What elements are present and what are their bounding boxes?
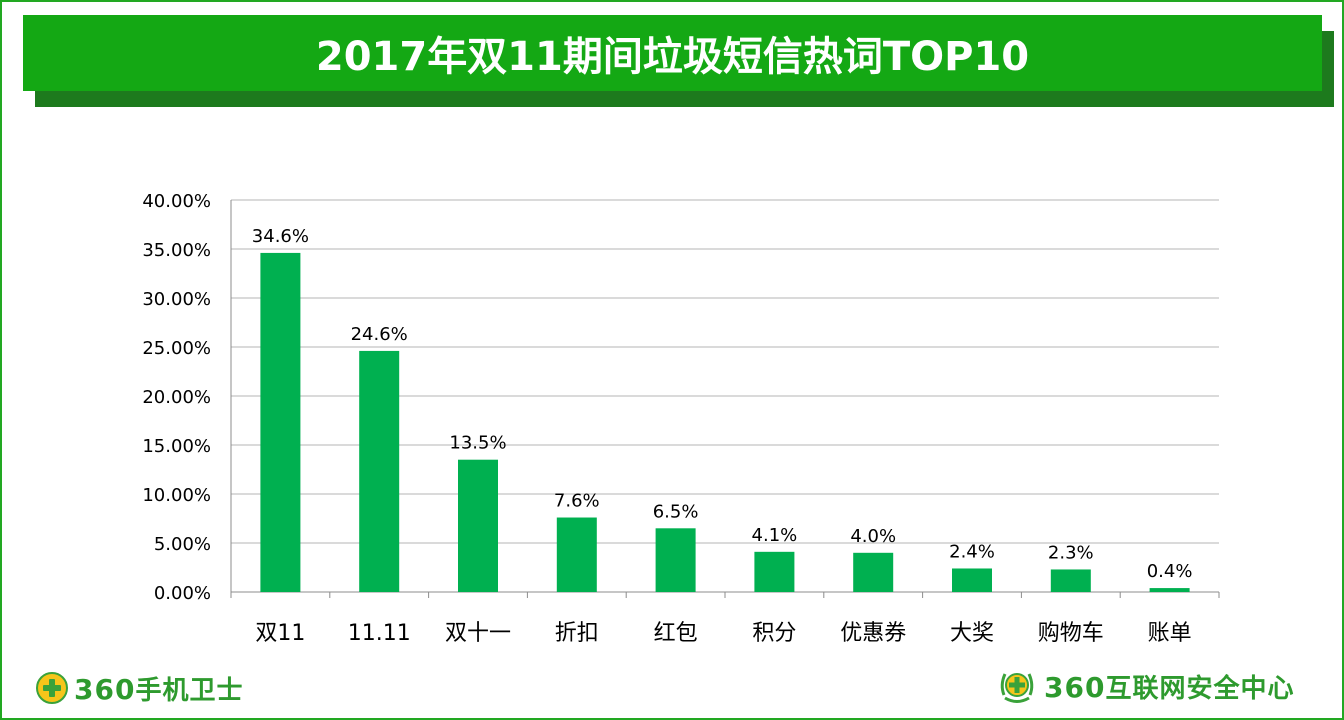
x-tick-label: 优惠券 bbox=[840, 621, 906, 646]
data-label: 7.6% bbox=[554, 491, 600, 512]
data-label: 6.5% bbox=[653, 501, 699, 522]
laurel-cross-icon bbox=[1000, 673, 1034, 703]
bar bbox=[556, 517, 597, 592]
title-bar: 2017年双11期间垃圾短信热词TOP10 bbox=[23, 15, 1322, 91]
logo-left-name: 手机卫士 bbox=[135, 675, 244, 706]
bar bbox=[359, 350, 400, 592]
bar bbox=[458, 459, 498, 592]
x-tick-label: 双11 bbox=[255, 621, 305, 646]
bar bbox=[260, 252, 301, 593]
x-tick-label: 双十一 bbox=[445, 621, 511, 646]
y-tick-label: 40.00% bbox=[142, 191, 211, 212]
y-tick-label: 15.00% bbox=[142, 436, 211, 457]
logo-360-mobile-guard: 360手机卫士 bbox=[36, 670, 243, 706]
data-label: 0.4% bbox=[1147, 561, 1193, 582]
data-label: 2.3% bbox=[1048, 542, 1094, 563]
guard-shield-icon bbox=[36, 672, 68, 704]
bar bbox=[655, 528, 696, 592]
data-label: 24.6% bbox=[351, 324, 408, 345]
bar bbox=[952, 568, 992, 592]
logo-360-security-center: 360互联网安全中心 bbox=[996, 664, 1294, 708]
data-label: 2.4% bbox=[949, 541, 995, 562]
y-tick-label: 0.00% bbox=[154, 583, 211, 604]
y-tick-label: 10.00% bbox=[142, 485, 211, 506]
logo-right-name: 互联网安全中心 bbox=[1105, 673, 1295, 704]
data-label: 4.1% bbox=[752, 525, 798, 546]
bar bbox=[853, 552, 894, 592]
logo-right-number: 360 bbox=[1044, 670, 1106, 704]
logo-left-number: 360 bbox=[74, 672, 136, 706]
data-label: 13.5% bbox=[449, 433, 506, 454]
x-tick-label: 11.11 bbox=[348, 621, 411, 646]
x-tick-label: 红包 bbox=[654, 621, 698, 646]
x-tick-label: 大奖 bbox=[950, 621, 994, 646]
y-tick-label: 5.00% bbox=[154, 534, 211, 555]
bar bbox=[1149, 588, 1190, 592]
x-tick-label: 账单 bbox=[1148, 621, 1192, 646]
bar bbox=[754, 551, 795, 592]
y-tick-label: 35.00% bbox=[142, 240, 211, 261]
y-tick-label: 20.00% bbox=[142, 387, 211, 408]
data-label: 4.0% bbox=[850, 526, 896, 547]
x-tick-label: 折扣 bbox=[555, 621, 599, 646]
y-tick-label: 30.00% bbox=[142, 289, 211, 310]
x-tick-label: 积分 bbox=[752, 621, 796, 646]
y-tick-label: 25.00% bbox=[142, 338, 211, 359]
bar bbox=[1050, 569, 1091, 592]
chart-title: 2017年双11期间垃圾短信热词TOP10 bbox=[315, 34, 1030, 80]
x-tick-label: 购物车 bbox=[1038, 621, 1104, 646]
data-label: 34.6% bbox=[252, 226, 309, 247]
